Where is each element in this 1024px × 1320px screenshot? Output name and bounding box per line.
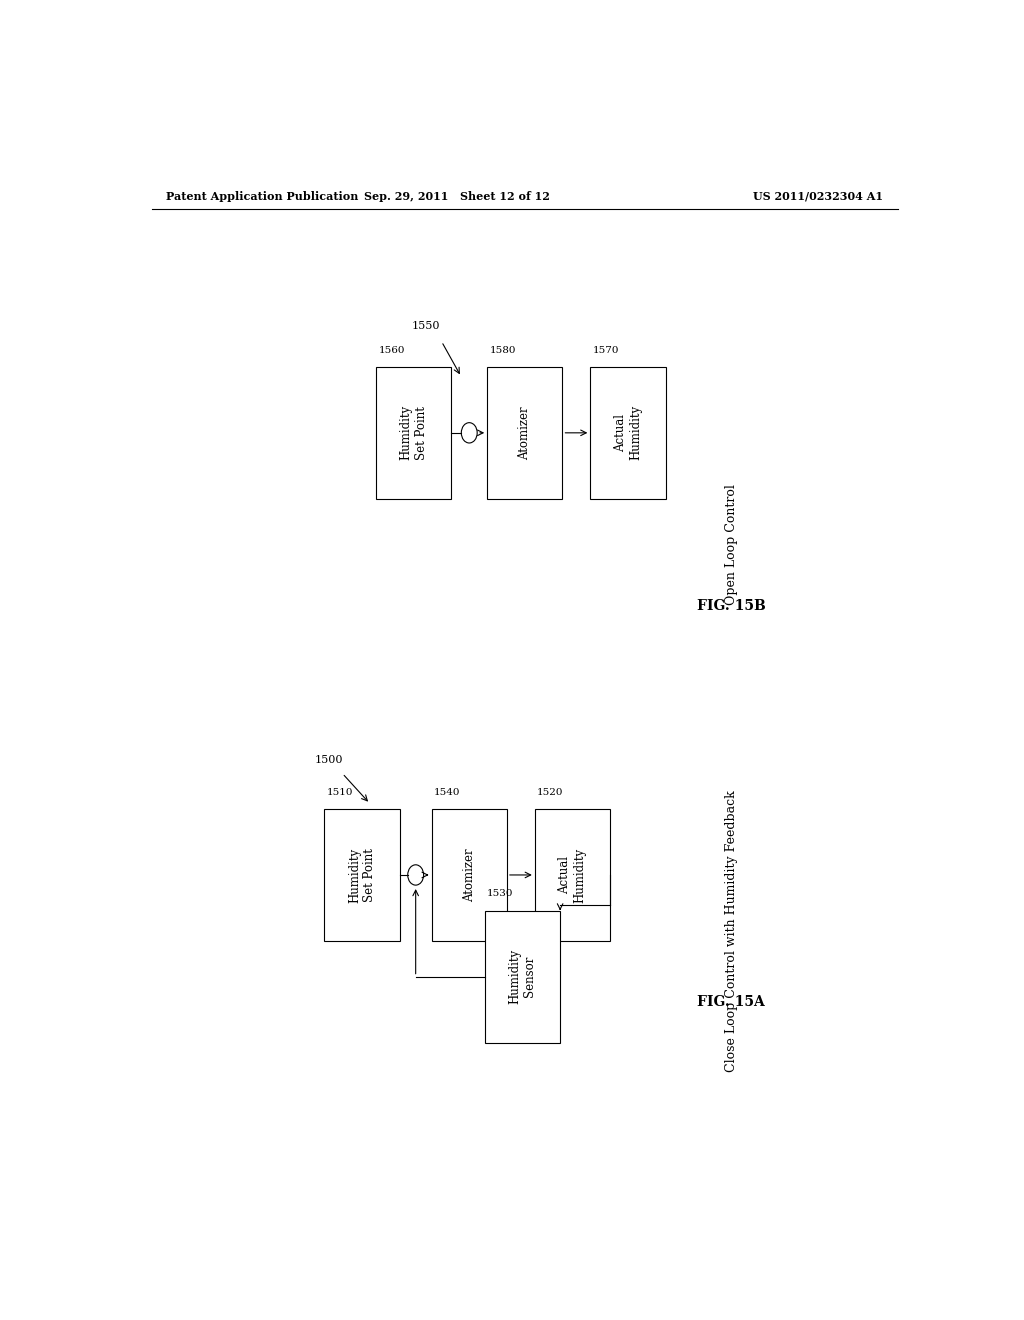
Text: Humidity
Set Point: Humidity Set Point xyxy=(348,847,376,903)
Text: US 2011/0232304 A1: US 2011/0232304 A1 xyxy=(754,190,884,202)
Text: 1520: 1520 xyxy=(538,788,563,797)
Text: FIG. 15A: FIG. 15A xyxy=(697,995,765,1008)
Text: Actual
Humidity: Actual Humidity xyxy=(614,405,642,461)
Text: Actual
Humidity: Actual Humidity xyxy=(558,847,587,903)
Text: Sep. 29, 2011   Sheet 12 of 12: Sep. 29, 2011 Sheet 12 of 12 xyxy=(365,190,550,202)
Text: Close Loop Control with Humidity Feedback: Close Loop Control with Humidity Feedbac… xyxy=(725,789,737,1072)
Text: Atomizer: Atomizer xyxy=(518,407,531,459)
Text: Atomizer: Atomizer xyxy=(463,849,476,902)
Bar xyxy=(590,367,666,499)
Text: Open Loop Control: Open Loop Control xyxy=(725,484,737,605)
Text: 1560: 1560 xyxy=(379,346,404,355)
Text: 1570: 1570 xyxy=(593,346,620,355)
Text: 1510: 1510 xyxy=(327,788,353,797)
Text: FIG. 15B: FIG. 15B xyxy=(696,598,766,612)
Text: Humidity
Sensor: Humidity Sensor xyxy=(509,949,537,1005)
Text: 1550: 1550 xyxy=(412,321,440,331)
Text: 1500: 1500 xyxy=(314,755,343,766)
Bar xyxy=(484,911,560,1043)
Text: Patent Application Publication: Patent Application Publication xyxy=(166,190,358,202)
Bar xyxy=(325,809,399,941)
Text: 1580: 1580 xyxy=(489,346,516,355)
Bar xyxy=(487,367,562,499)
Text: Humidity
Set Point: Humidity Set Point xyxy=(399,405,428,461)
Bar xyxy=(376,367,452,499)
Bar xyxy=(535,809,610,941)
Text: 1540: 1540 xyxy=(434,788,461,797)
Text: 1530: 1530 xyxy=(487,890,514,899)
Bar xyxy=(431,809,507,941)
